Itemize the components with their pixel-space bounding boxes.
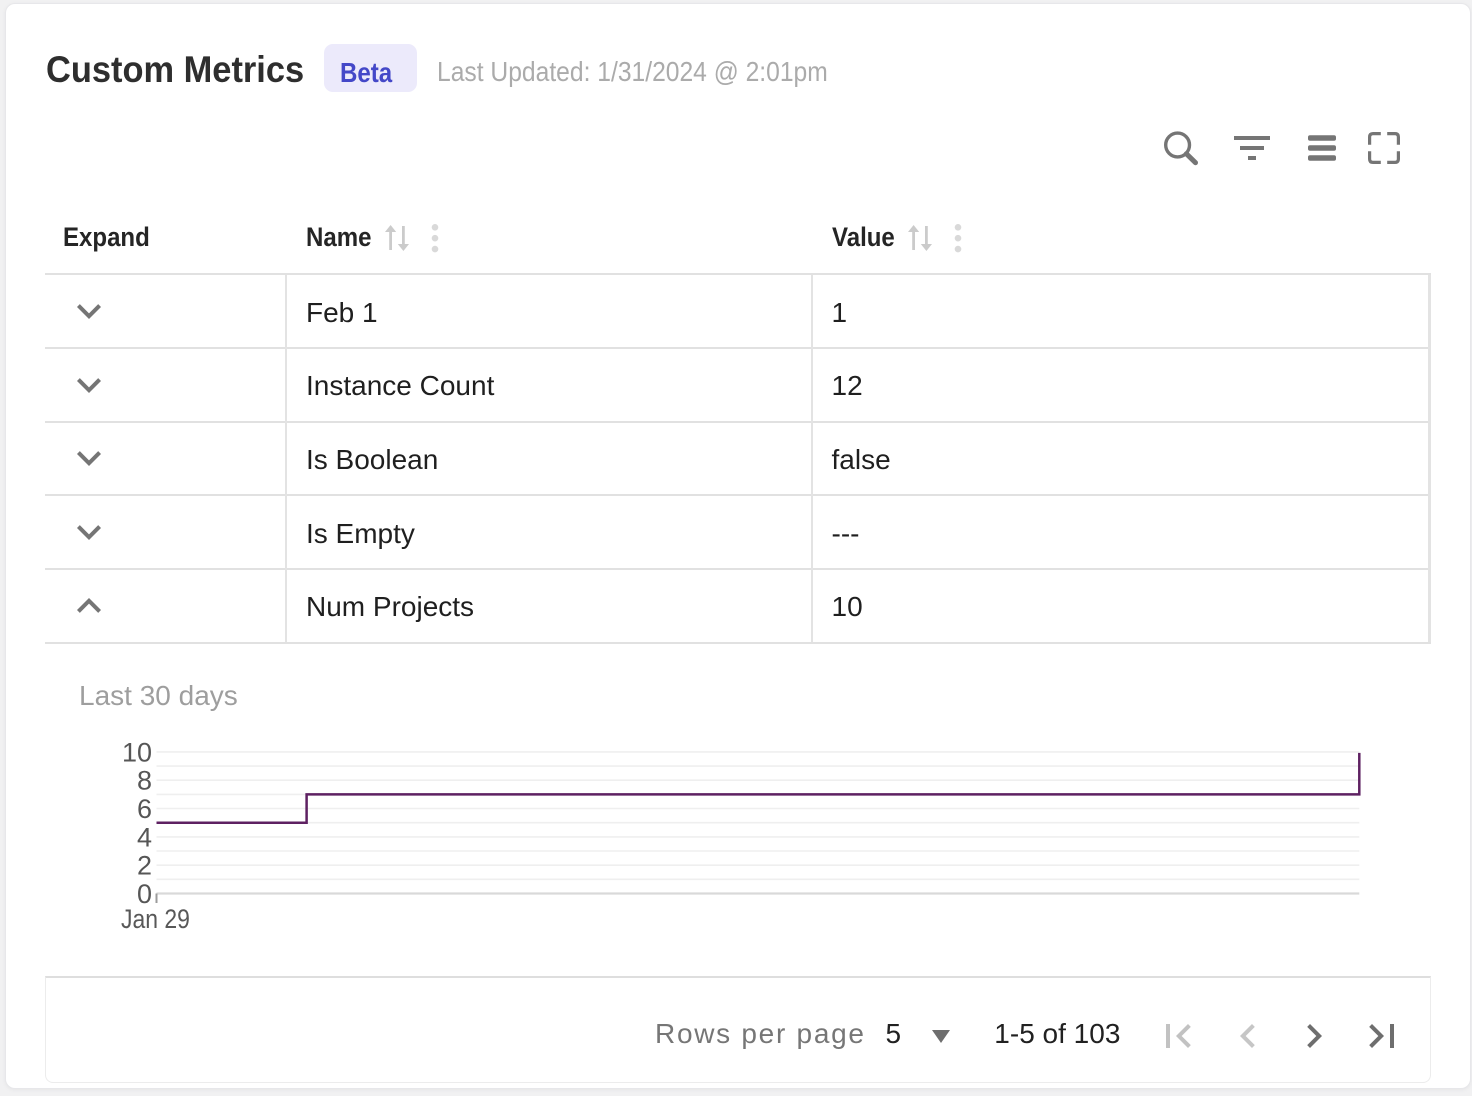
svg-text:2: 2 [137,851,152,881]
svg-text:8: 8 [137,766,152,796]
svg-text:10: 10 [122,737,152,767]
svg-text:6: 6 [137,794,152,824]
svg-text:0: 0 [137,879,152,909]
svg-text:4: 4 [137,822,152,852]
